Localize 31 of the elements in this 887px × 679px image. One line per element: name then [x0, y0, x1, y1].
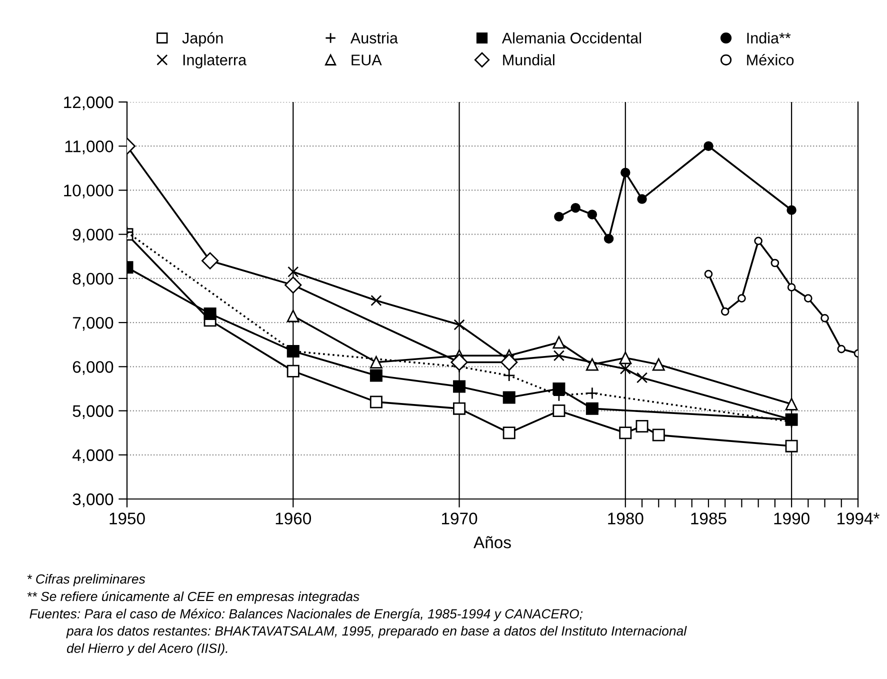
text: * Cifras preliminares [27, 574, 146, 586]
legend-label: México [747, 54, 794, 66]
y-tick-label: 6,000 [72, 361, 114, 375]
y-tick-label: 5,000 [72, 405, 114, 419]
y-tick-label: 8,000 [72, 272, 114, 287]
text: del Hierro y del Acero (IISI). [66, 643, 228, 656]
text: ** Se refiere únicamente al CEE en empresas integradas [27, 591, 360, 604]
y-tick-label: 10,000 [64, 184, 114, 198]
legend-label: Japón [182, 32, 223, 47]
text: para los datos restantes: BHAKTAVATSALAM, 1995, preparado en base a datos del Instituto Internacional [66, 626, 687, 638]
y-tick-label: 11,000 [65, 140, 114, 154]
legend-label: Inglaterra [183, 54, 247, 68]
x-tick-label: 1960 [276, 512, 312, 524]
x-tick-label: 1990 [774, 512, 810, 524]
y-tick-label: 3,000 [72, 493, 114, 508]
legend-label: Alemania Occidental [502, 32, 641, 44]
legend-label: Austria [350, 32, 398, 44]
x-tick-label: 1994* [837, 512, 880, 524]
y-tick-label: 9,000 [72, 228, 114, 243]
y-tick-label: 4,000 [72, 449, 114, 464]
legend-label: Mundial [503, 54, 554, 66]
x-tick-label: 1970 [442, 512, 478, 524]
legend-label: India** [747, 32, 791, 44]
x-axis-title: Años [474, 536, 511, 548]
x-tick-label: 1950 [110, 512, 145, 524]
y-tick-label: 12,000 [64, 96, 114, 110]
x-tick-label: 1980 [608, 512, 644, 524]
source-note: Fuentes: Para el caso de México: Balances Nacionales de Energía, 1985-1994 y CANACERO; [30, 608, 583, 622]
y-tick-label: 7,000 [72, 316, 114, 331]
x-tick-label: 1985 [691, 512, 726, 524]
legend-label: EUA [352, 54, 382, 66]
